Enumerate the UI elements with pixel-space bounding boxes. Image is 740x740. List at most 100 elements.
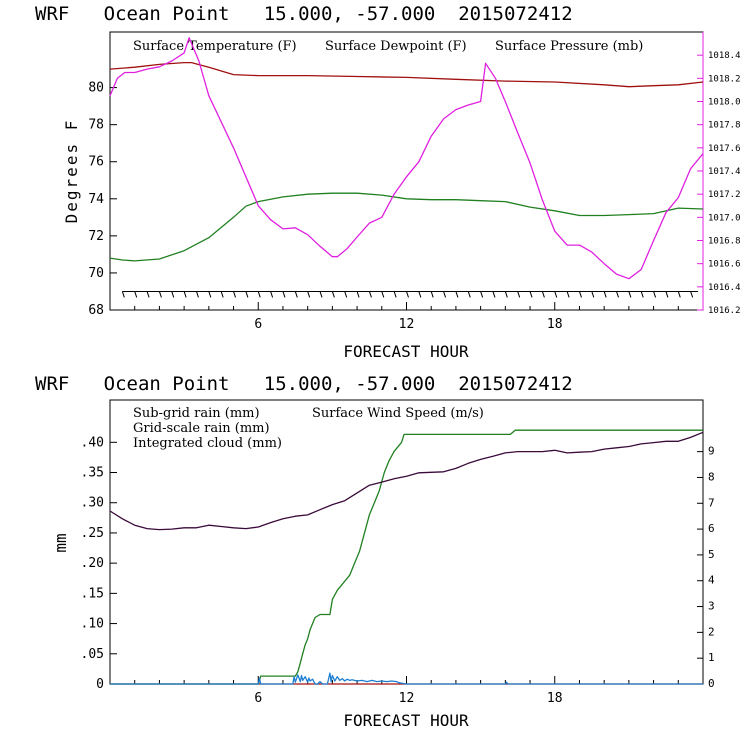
y-tick-label: .35: [81, 466, 104, 481]
legend-surface-dewpoint: Surface Dewpoint (F): [325, 39, 467, 54]
x-tick-label: 18: [547, 691, 563, 706]
wind-barb: [171, 291, 175, 298]
wind-barb: [393, 291, 397, 298]
wind-barb: [443, 291, 447, 298]
panel2-y-label: mm: [51, 533, 70, 552]
panel1-x-label: FORECAST HOUR: [343, 342, 469, 361]
y2-tick-label: 1017.2: [708, 190, 740, 200]
y2-tick-label: 1017.4: [708, 167, 740, 177]
y2-tick-label: 1: [708, 651, 715, 664]
dewpoint-line: [109, 192, 704, 262]
panel1-x-ticks: 6 12 18: [134, 302, 679, 332]
wind-barb: [492, 291, 496, 298]
wind-barb: [282, 291, 286, 298]
wind-barb: [504, 291, 508, 298]
wind-barb: [220, 291, 224, 298]
x-tick-label: 6: [254, 691, 262, 706]
y-tick-label: 0: [96, 677, 104, 692]
wind-barb: [245, 291, 249, 298]
wind-barb: [331, 291, 335, 298]
y2-tick-label: 1018.0: [708, 98, 740, 108]
wind-barb: [418, 291, 422, 298]
legend-surface-wind-speed: Surface Wind Speed (m/s): [312, 406, 484, 421]
panel1-title: WRF Ocean Point 15.000, -57.000 20150724…: [35, 3, 573, 25]
y-tick-label: 72: [88, 229, 104, 244]
wind-barb: [381, 291, 385, 298]
wind-barb: [455, 291, 459, 298]
wind-barb: [628, 291, 632, 298]
panel2-y-ticks: 0 .05 .10 .15 .20 .25 .30 .35 .40: [81, 435, 117, 692]
panel-rain: WRF Ocean Point 15.000, -57.000 20150724…: [35, 373, 715, 730]
wind-barb: [196, 291, 199, 298]
y2-tick-label: 7: [708, 496, 715, 509]
wind-barb: [183, 291, 187, 298]
y2-tick-label: 0: [708, 677, 715, 690]
wind-barb: [406, 291, 409, 298]
panel1-y-label: Degrees F: [62, 119, 81, 224]
wind-barb: [146, 291, 150, 298]
wind-barb: [640, 291, 644, 298]
y-tick-label: 74: [88, 192, 104, 207]
x-tick-label: 12: [399, 691, 415, 706]
wind-speed-line: [109, 431, 704, 531]
panel2-x-label: FORECAST HOUR: [343, 711, 469, 730]
wind-barbs: [121, 290, 699, 298]
panel2-series: [109, 429, 704, 685]
wind-barb: [653, 291, 657, 298]
wind-barb: [121, 291, 125, 298]
panel1-y-ticks: 68 70 72 74 76 78 80: [88, 81, 117, 318]
y-tick-label: 70: [88, 266, 104, 281]
x-tick-label: 12: [399, 317, 415, 332]
y2-tick-label: 6: [708, 522, 715, 535]
y-tick-label: 80: [88, 81, 104, 96]
y-tick-label: .15: [81, 586, 104, 601]
wind-barb: [356, 291, 360, 298]
y2-tick-label: 1017.8: [708, 121, 740, 131]
wind-barb: [603, 291, 607, 298]
wind-barb: [665, 291, 669, 298]
y-tick-label: .25: [81, 526, 104, 541]
panel2-y2-ticks: 0 1 2 3 4 5 6 7 8 9: [697, 445, 715, 690]
gridscale-rain-line: [110, 429, 703, 685]
y2-tick-label: 4: [708, 574, 715, 587]
y2-tick-label: 1017.6: [708, 144, 740, 154]
temperature-line: [109, 61, 704, 88]
wind-barb: [529, 291, 533, 298]
legend-surface-temperature: Surface Temperature (F): [133, 39, 297, 54]
wind-barb: [480, 291, 484, 298]
pressure-line: [109, 37, 704, 280]
wind-barb: [319, 291, 323, 298]
wind-barb: [554, 291, 558, 298]
x-tick-label: 18: [547, 317, 563, 332]
x-tick-label: 6: [254, 317, 262, 332]
y2-tick-label: 9: [708, 445, 715, 458]
wind-barb: [233, 291, 237, 298]
wind-barb: [134, 291, 138, 298]
y-tick-label: 78: [88, 118, 104, 133]
y2-tick-label: 1018.4: [708, 51, 740, 61]
legend-integrated-cloud: Integrated cloud (mm): [133, 436, 282, 451]
y2-tick-label: 3: [708, 600, 715, 613]
panel1-frame: [109, 31, 704, 311]
y2-tick-label: 1016.2: [708, 306, 740, 316]
y-tick-label: .20: [81, 556, 104, 571]
wind-barb: [578, 291, 582, 298]
wind-barb: [517, 291, 521, 298]
y-tick-label: .40: [81, 435, 104, 450]
wind-barb: [208, 291, 212, 298]
wind-barb: [541, 291, 545, 298]
wind-barb: [294, 291, 298, 298]
wind-barb: [430, 291, 434, 298]
y2-tick-label: 2: [708, 625, 715, 638]
panel-temperature: WRF Ocean Point 15.000, -57.000 20150724…: [35, 3, 740, 361]
wind-barb: [467, 291, 471, 298]
y-tick-label: .30: [81, 496, 104, 511]
wind-barb: [690, 291, 694, 298]
panel2-title: WRF Ocean Point 15.000, -57.000 20150724…: [35, 373, 573, 395]
y-tick-label: 68: [88, 303, 104, 318]
legend-gridscale-rain: Grid-scale rain (mm): [133, 421, 270, 436]
wind-barb: [591, 291, 595, 298]
wind-barb: [257, 291, 261, 298]
panel2-x-ticks: 6 12 18: [134, 676, 679, 706]
